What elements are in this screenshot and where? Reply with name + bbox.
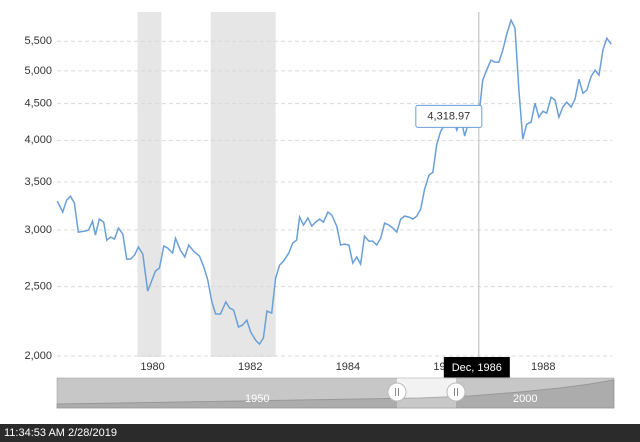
tooltip-box: [415, 104, 483, 128]
x-tick-label: 1980: [140, 361, 164, 373]
y-tick-label: 4,000: [24, 134, 52, 146]
navigator-handle[interactable]: [387, 382, 407, 402]
shaded-range: [137, 12, 162, 357]
x-tick-label: 1984: [336, 361, 360, 373]
x-tick-label: 1988: [531, 361, 555, 373]
y-tick-label: 2,000: [24, 350, 52, 362]
navigator-label: 2000: [513, 393, 537, 405]
navigator-mask: [57, 378, 397, 408]
shaded-range: [210, 12, 276, 357]
data-line: [56, 18, 612, 346]
y-tick-label: 3,000: [24, 224, 52, 236]
chart: 2,000 2,500 3,000 3,500 4,000 4,500 5,000 5,500…: [24, 12, 615, 409]
navigator-mask: [456, 378, 614, 408]
tooltip-date-box: [443, 357, 510, 379]
navigator[interactable]: 1950 2000: [56, 377, 615, 409]
x-tick-label: 1982: [238, 361, 262, 373]
y-tick-label: 3,500: [24, 176, 52, 188]
navigator-label: 1950: [245, 393, 269, 405]
tooltip-value: 4,318.97: [427, 110, 470, 122]
y-tick-label: 2,500: [24, 280, 52, 292]
navigator-handle[interactable]: [446, 382, 466, 402]
y-tick-label: 5,000: [24, 65, 52, 77]
status-bar: 11:34:53 AM 2/28/2019: [0, 424, 640, 442]
navigator-area: [56, 379, 615, 409]
tooltip-date: Dec, 1986: [452, 362, 502, 374]
y-tick-label: 5,500: [24, 35, 52, 47]
y-tick-label: 4,500: [24, 98, 52, 110]
